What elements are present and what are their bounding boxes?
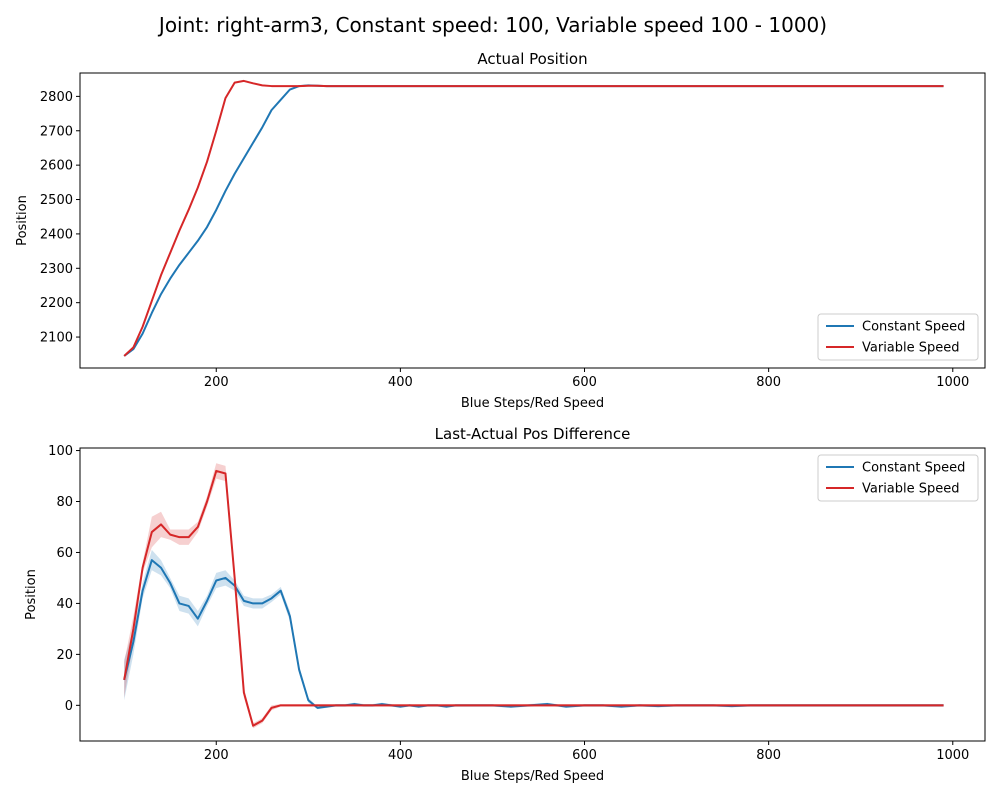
y-tick-label: 2100	[40, 331, 73, 346]
confidence-band-variable	[124, 463, 944, 729]
x-tick-label: 1000	[936, 748, 969, 763]
x-axis-label: Blue Steps/Red Speed	[461, 769, 604, 784]
series-line-variable-speed	[123, 469, 944, 727]
y-tick-label: 100	[48, 444, 73, 459]
legend-entry: Variable Speed	[862, 341, 960, 356]
legend-box	[817, 454, 979, 502]
y-tick-label: 0	[65, 699, 73, 714]
legend-entry: Constant Speed	[862, 320, 965, 335]
plot-area	[123, 79, 944, 357]
y-tick-label: 40	[56, 597, 73, 612]
y-tick-label: 2200	[40, 296, 73, 311]
axes-frame	[79, 72, 986, 369]
x-tick-label: 400	[388, 375, 413, 390]
legend: Constant Speed Variable Speed	[817, 454, 979, 502]
series-line-constant-speed	[123, 559, 944, 709]
figure-title: Joint: right-arm3, Constant speed: 100, …	[157, 13, 827, 37]
legend: Constant Speed Variable Speed	[817, 313, 979, 361]
y-tick-label: 20	[56, 648, 73, 663]
axes-title: Actual Position	[477, 50, 587, 68]
x-tick-label: 400	[388, 748, 413, 763]
x-tick-label: 600	[572, 375, 597, 390]
x-axis-label: Blue Steps/Red Speed	[461, 396, 604, 411]
y-axis-label: Position	[15, 195, 30, 246]
y-tick-label: 80	[56, 495, 73, 510]
confidence-band-constant	[124, 549, 944, 710]
x-tick-label: 800	[756, 375, 781, 390]
x-tick-label: 200	[204, 748, 229, 763]
series-line-variable-speed	[123, 79, 944, 357]
y-tick-label: 2800	[40, 90, 73, 105]
x-tick-label: 200	[204, 375, 229, 390]
legend-entry: Constant Speed	[862, 461, 965, 476]
x-tick-label: 600	[572, 748, 597, 763]
y-axis-label: Position	[24, 569, 39, 620]
x-tick-label: 800	[756, 748, 781, 763]
y-tick-label: 2400	[40, 227, 73, 242]
legend-box	[817, 313, 979, 361]
y-tick-label: 2500	[40, 193, 73, 208]
plot-area	[123, 463, 944, 729]
axes-title: Last-Actual Pos Difference	[435, 425, 631, 443]
y-tick-label: 2600	[40, 159, 73, 174]
x-tick-label: 1000	[936, 375, 969, 390]
y-tick-label: 2700	[40, 124, 73, 139]
y-tick-label: 60	[56, 546, 73, 561]
legend-entry: Variable Speed	[862, 482, 960, 497]
y-tick-label: 2300	[40, 262, 73, 277]
axes-frame	[79, 447, 986, 742]
chart-panel-1: Actual Position 200 400 600 800 1000 2100 2200 2…	[15, 50, 986, 411]
